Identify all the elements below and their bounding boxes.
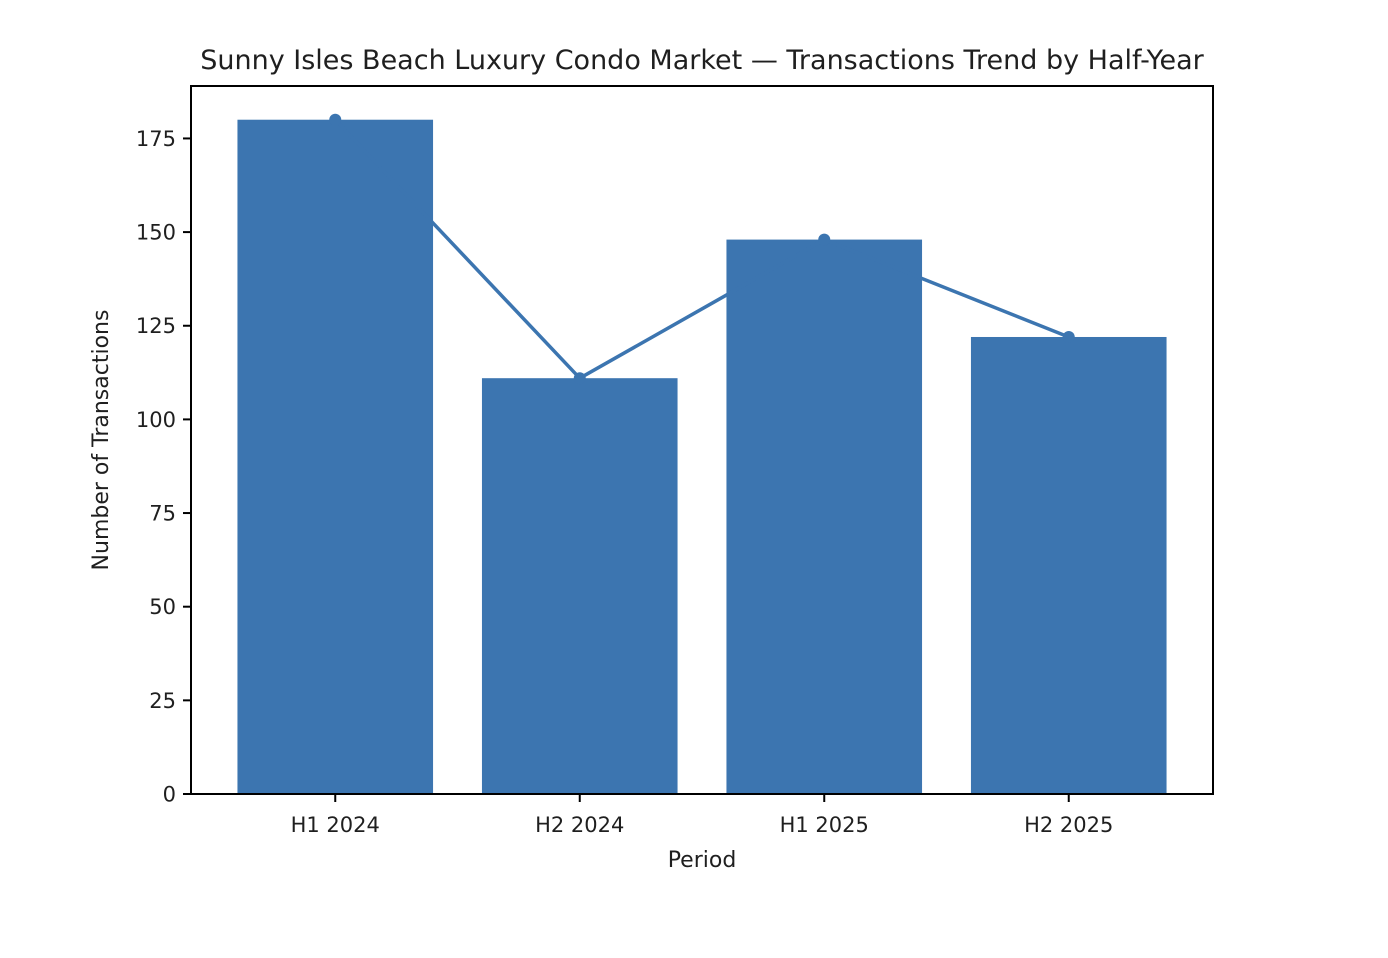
plot-border — [190, 85, 1214, 795]
x-axis-label: Period — [668, 848, 737, 873]
bar-h2-2025 — [970, 336, 1167, 794]
trend-marker-h1-2025 — [818, 233, 831, 246]
x-tick-label-h1-2024: H1 2024 — [291, 813, 380, 837]
bar-h1-2025 — [726, 239, 923, 795]
bar-h1-2024 — [237, 119, 434, 794]
plot-spines — [190, 85, 1214, 795]
y-tick-label-75: 75 — [149, 502, 176, 526]
x-tick-label-h2-2025: H2 2025 — [1024, 813, 1113, 837]
y-axis-ticks: 0 25 50 75 100 125 150 175 — [136, 127, 191, 807]
x-axis-ticks: H1 2024 H2 2024 H1 2025 H2 2025 — [291, 794, 1113, 837]
y-tick-label-25: 25 — [149, 689, 176, 713]
y-tick-label-0: 0 — [163, 783, 176, 807]
x-tick-label-h1-2025: H1 2025 — [780, 813, 869, 837]
trend-line-group — [329, 113, 1075, 385]
y-tick-label-125: 125 — [136, 314, 176, 338]
trend-marker-h1-2024 — [329, 113, 342, 126]
y-tick-label-150: 150 — [136, 221, 176, 245]
bar-h2-2024 — [481, 378, 678, 794]
bars-group — [237, 119, 1167, 795]
chart-title: Sunny Isles Beach Luxury Condo Market — … — [200, 45, 1204, 76]
y-tick-label-100: 100 — [136, 408, 176, 432]
y-axis-label: Number of Transactions — [89, 310, 114, 571]
trend-marker-h2-2024 — [573, 372, 586, 385]
trend-marker-h2-2025 — [1062, 330, 1075, 343]
trend-line — [333, 117, 1071, 380]
y-tick-label-175: 175 — [136, 127, 176, 151]
x-tick-label-h2-2024: H2 2024 — [535, 813, 624, 837]
y-tick-label-50: 50 — [149, 595, 176, 619]
